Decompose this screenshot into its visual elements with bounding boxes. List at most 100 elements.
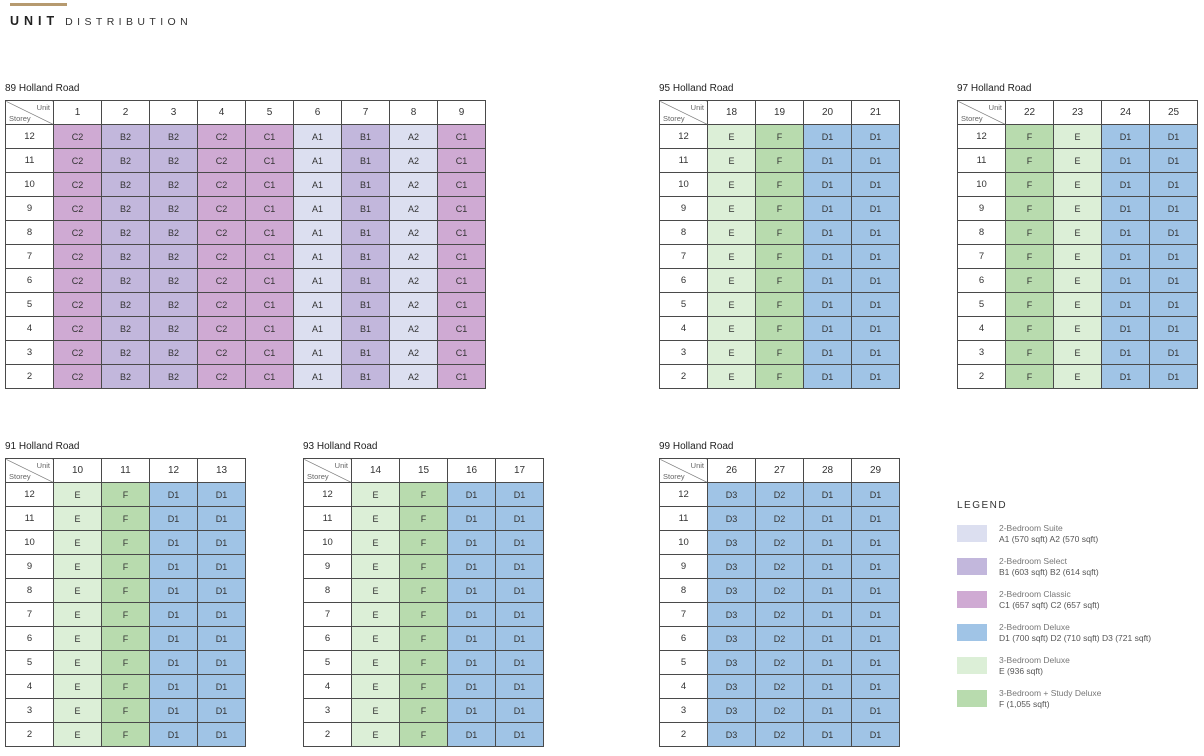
unit-type-cell: D2 [755, 578, 804, 603]
legend-text: 2-Bedroom Deluxe D1 (700 sqft) D2 (710 sq… [999, 622, 1151, 644]
legend-swatch [957, 690, 987, 707]
unit-type-cell: B2 [149, 292, 198, 317]
unit-type-cell: E [707, 196, 756, 221]
unit-type-cell: D1 [1149, 316, 1198, 341]
unit-type-cell: D1 [851, 530, 900, 555]
storey-number: 9 [5, 554, 54, 579]
legend: LEGEND 2-Bedroom Suite A1 (570 sqft) A2 (… [957, 500, 1151, 721]
unit-type-cell: F [399, 722, 448, 747]
block-95: 95 Holland Road Unit Storey 18 19 20 21 12 E F D1… [659, 83, 900, 389]
unit-type-cell: D1 [197, 554, 246, 579]
unit-number: 10 [53, 458, 102, 483]
unit-type-cell: C2 [53, 172, 102, 197]
table-row: 7 D3 D2 D1 D1 [659, 602, 900, 627]
unit-type-cell: D1 [851, 172, 900, 197]
unit-type-cell: D1 [197, 482, 246, 507]
unit-type-cell: C1 [437, 292, 486, 317]
unit-type-cell: E [351, 698, 400, 723]
storey-number: 3 [957, 340, 1006, 365]
unit-type-cell: D1 [803, 482, 852, 507]
unit-type-cell: C1 [245, 220, 294, 245]
storey-number: 5 [659, 650, 708, 675]
storey-number: 2 [659, 722, 708, 747]
unit-type-cell: D1 [1149, 244, 1198, 269]
table-row: 12 C2 B2 B2 C2 C1 A1 B1 A2 C1 [5, 124, 486, 149]
unit-type-cell: D1 [1101, 316, 1150, 341]
unit-type-cell: F [101, 506, 150, 531]
unit-type-cell: D2 [755, 698, 804, 723]
storey-number: 6 [5, 268, 54, 293]
unit-grid: Unit Storey 14 15 16 17 12 E F D1 D1 11 E F D1 D1 10 E F D1… [303, 458, 544, 747]
table-row: 5 C2 B2 B2 C2 C1 A1 B1 A2 C1 [5, 292, 486, 317]
storey-number: 8 [659, 220, 708, 245]
unit-type-cell: C1 [245, 292, 294, 317]
unit-number: 27 [755, 458, 804, 483]
table-row: 5 E F D1 D1 [5, 650, 246, 675]
unit-type-cell: D1 [803, 340, 852, 365]
unit-type-cell: D1 [851, 268, 900, 293]
unit-type-cell: C1 [437, 244, 486, 269]
unit-type-cell: D3 [707, 722, 756, 747]
legend-item: 3-Bedroom + Study Deluxe F (1,055 sqft) [957, 688, 1101, 721]
storey-number: 12 [957, 124, 1006, 149]
unit-type-cell: A2 [389, 268, 438, 293]
table-row: 12 E F D1 D1 [5, 482, 246, 507]
storey-number: 3 [659, 340, 708, 365]
unit-type-cell: B1 [341, 292, 390, 317]
unit-type-cell: B2 [101, 220, 150, 245]
unit-type-cell: F [1005, 196, 1054, 221]
unit-type-cell: B2 [149, 172, 198, 197]
unit-type-cell: A2 [389, 292, 438, 317]
storey-number: 11 [957, 148, 1006, 173]
unit-type-cell: D1 [803, 506, 852, 531]
legend-name: 2-Bedroom Select [999, 556, 1068, 566]
unit-type-cell: E [351, 650, 400, 675]
unit-type-cell: D1 [495, 698, 544, 723]
table-row: 10 E F D1 D1 [659, 172, 900, 197]
storey-number: 3 [5, 340, 54, 365]
unit-type-cell: C2 [197, 268, 246, 293]
legend-name: 3-Bedroom Deluxe [999, 655, 1070, 665]
unit-type-cell: F [1005, 268, 1054, 293]
table-row: 10 F E D1 D1 [957, 172, 1198, 197]
unit-type-cell: F [755, 340, 804, 365]
table-row: 3 C2 B2 B2 C2 C1 A1 B1 A2 C1 [5, 340, 486, 365]
table-row: 9 E F D1 D1 [303, 554, 544, 579]
unit-type-cell: D1 [447, 722, 496, 747]
unit-type-cell: D1 [1101, 268, 1150, 293]
unit-type-cell: F [755, 364, 804, 389]
unit-type-cell: B1 [341, 220, 390, 245]
header-row: Unit Storey 14 15 16 17 [303, 458, 544, 483]
block-title: 89 Holland Road [5, 83, 80, 94]
unit-type-cell: A2 [389, 316, 438, 341]
legend-text: 2-Bedroom Suite A1 (570 sqft) A2 (570 sqf… [999, 523, 1098, 545]
unit-type-cell: C1 [437, 316, 486, 341]
legend-name: 2-Bedroom Deluxe [999, 622, 1070, 632]
legend-swatch [957, 624, 987, 641]
storey-number: 7 [5, 244, 54, 269]
storey-number: 3 [659, 698, 708, 723]
unit-type-cell: E [1053, 316, 1102, 341]
table-row: 3 E F D1 D1 [659, 340, 900, 365]
storey-number: 4 [303, 674, 352, 699]
unit-type-cell: D1 [197, 650, 246, 675]
unit-type-cell: F [399, 602, 448, 627]
unit-number: 14 [351, 458, 400, 483]
unit-type-cell: D1 [851, 722, 900, 747]
unit-type-cell: F [399, 578, 448, 603]
unit-type-cell: B1 [341, 340, 390, 365]
legend-item: 3-Bedroom Deluxe E (936 sqft) [957, 655, 1070, 688]
unit-type-cell: C2 [197, 124, 246, 149]
storey-number: 9 [957, 196, 1006, 221]
unit-type-cell: F [755, 148, 804, 173]
page-title-bold: UNIT [10, 14, 60, 28]
unit-type-cell: B1 [341, 268, 390, 293]
unit-type-cell: E [1053, 292, 1102, 317]
unit-type-cell: B2 [101, 124, 150, 149]
unit-type-cell: E [53, 578, 102, 603]
unit-type-cell: D2 [755, 674, 804, 699]
unit-type-cell: E [53, 554, 102, 579]
storey-number: 4 [957, 316, 1006, 341]
unit-type-cell: E [707, 364, 756, 389]
unit-type-cell: B2 [149, 340, 198, 365]
